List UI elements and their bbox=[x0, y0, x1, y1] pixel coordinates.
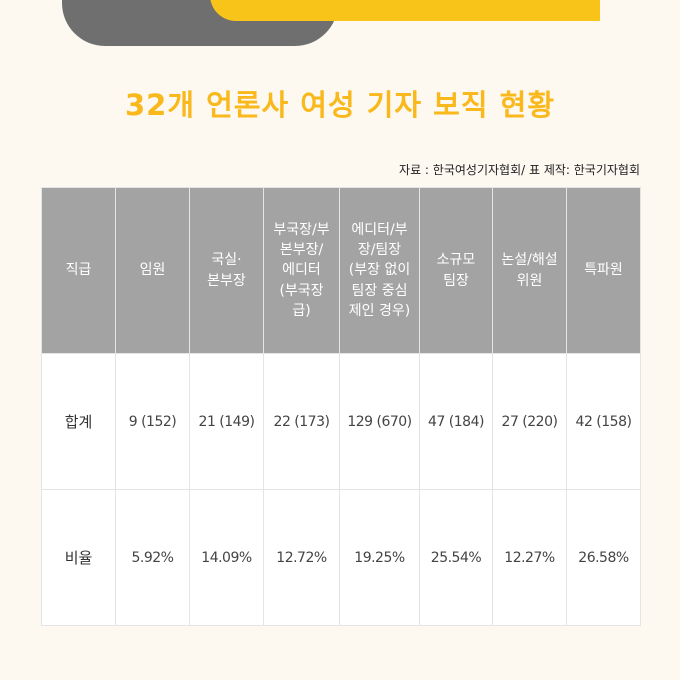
table-cell: 42 (158) bbox=[566, 353, 641, 490]
row-label: 비율 bbox=[41, 489, 116, 626]
row-label: 합계 bbox=[41, 353, 116, 490]
source-caption: 자료 : 한국여성기자협회/ 표 제작: 한국기자협회 bbox=[399, 163, 640, 177]
header-cell: 특파원 bbox=[566, 187, 641, 354]
table-cell: 47 (184) bbox=[419, 353, 493, 490]
header-cell: 논설/해설 위원 bbox=[492, 187, 567, 354]
header-cell: 국실· 본부장 bbox=[189, 187, 264, 354]
table-row: 합계 9 (152) 21 (149) 22 (173) 129 (670) 4… bbox=[41, 353, 641, 490]
table-cell: 12.27% bbox=[492, 489, 567, 626]
table-cell: 14.09% bbox=[189, 489, 264, 626]
table-cell: 22 (173) bbox=[263, 353, 340, 490]
header-cell: 직급 bbox=[41, 187, 116, 354]
header-cell: 에디터/부 장/팀장 (부장 없이 팀장 중심 제인 경우) bbox=[339, 187, 420, 354]
position-status-table: 직급 임원 국실· 본부장 부국장/부 본부장/ 에디터 (부국장 급) 에디터… bbox=[41, 187, 641, 626]
table-header-row: 직급 임원 국실· 본부장 부국장/부 본부장/ 에디터 (부국장 급) 에디터… bbox=[41, 187, 641, 354]
header-cell: 부국장/부 본부장/ 에디터 (부국장 급) bbox=[263, 187, 340, 354]
table-cell: 9 (152) bbox=[115, 353, 190, 490]
table-cell: 27 (220) bbox=[492, 353, 567, 490]
decorative-yellow-shape bbox=[210, 0, 600, 21]
table-cell: 5.92% bbox=[115, 489, 190, 626]
table-cell: 129 (670) bbox=[339, 353, 420, 490]
table-cell: 25.54% bbox=[419, 489, 493, 626]
table-cell: 26.58% bbox=[566, 489, 641, 626]
table-cell: 21 (149) bbox=[189, 353, 264, 490]
table-cell: 19.25% bbox=[339, 489, 420, 626]
page-title: 32개 언론사 여성 기자 보직 현황 bbox=[125, 88, 555, 122]
table-row: 비율 5.92% 14.09% 12.72% 19.25% 25.54% 12.… bbox=[41, 489, 641, 626]
header-cell: 임원 bbox=[115, 187, 190, 354]
header-cell: 소규모 팀장 bbox=[419, 187, 493, 354]
table-cell: 12.72% bbox=[263, 489, 340, 626]
